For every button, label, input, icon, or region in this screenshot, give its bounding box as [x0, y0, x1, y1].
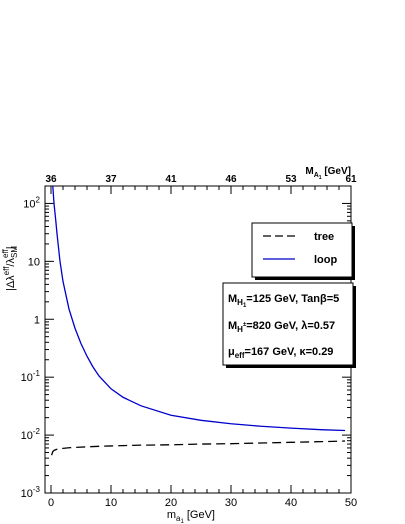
- top-tick-label: 61: [345, 174, 357, 185]
- x-tick-label: 20: [165, 497, 177, 509]
- parameter-box: MH1=125 GeV, Tanβ=5 MH±=820 GeV, λ=0.57 …: [222, 282, 356, 368]
- parameter-2-text: =820 GeV, λ=0.57: [246, 320, 335, 332]
- series-tree-line: [50, 440, 346, 456]
- x-tick-label: 40: [285, 497, 297, 509]
- x-axis-title-main: m: [167, 509, 176, 521]
- y-axis-title-lead: |Δλ: [5, 275, 17, 291]
- legend-loop-label: loop: [314, 254, 337, 266]
- parameter-line-1: MH1=125 GeV, Tanβ=5: [228, 293, 339, 309]
- y-tick-label-base: 10: [21, 488, 33, 500]
- top-axis-title: MA1 [GeV]: [305, 166, 351, 181]
- series-loop-line: [52, 186, 346, 432]
- top-tick-label: 36: [45, 174, 57, 185]
- parameter-line-3: μeff=167 GeV, κ=0.29: [228, 346, 333, 360]
- y-tick-label: 10-1: [21, 369, 41, 384]
- y-tick-label: 10-3: [21, 485, 41, 500]
- parameter-2-symbol: M: [228, 320, 237, 332]
- top-tick-label: 37: [105, 174, 117, 185]
- top-tick-label: 41: [165, 174, 177, 185]
- top-tick-label: 53: [285, 174, 297, 185]
- parameter-2-subsub: ±: [243, 322, 247, 328]
- y-tick-label-base: 10: [21, 372, 33, 384]
- y-tick-label-exp: -3: [33, 485, 41, 494]
- parameter-3-sub: eff: [235, 351, 245, 360]
- legend-box: [251, 222, 353, 278]
- parameter-2-sub: H: [237, 325, 243, 334]
- parameter-3-text: =167 GeV, κ=0.29: [245, 346, 334, 358]
- y-axis-title-sup2: eff: [1, 248, 10, 258]
- y-tick-label: 1: [34, 314, 40, 326]
- y-tick-label: 10-2: [21, 427, 41, 442]
- x-axis-title-subsub: 1: [180, 519, 184, 524]
- top-tick-label: 46: [225, 174, 237, 185]
- x-tick-label: 0: [48, 497, 54, 509]
- x-axis-title: ma1 [GeV]: [167, 509, 215, 524]
- y-tick-label-exp: -1: [33, 369, 41, 378]
- parameter-1-subsub: 1: [243, 303, 247, 309]
- y-tick-label-exp: 2: [36, 195, 41, 204]
- parameter-1-symbol: M: [228, 293, 237, 305]
- y-tick-label: 10: [28, 256, 40, 268]
- top-axis-title-sub: A: [314, 172, 319, 179]
- top-axis-title-main: M: [305, 166, 313, 177]
- x-axis-title-sub: a: [176, 514, 181, 523]
- y-tick-label-exp: -2: [33, 427, 41, 436]
- top-axis-title-unit: [GeV]: [322, 166, 351, 177]
- y-axis-title-sup1: eff: [2, 266, 11, 276]
- y-axis-title-mid: /λ: [5, 258, 17, 267]
- y-tick-label-base: 10: [23, 198, 35, 210]
- top-axis-ticks: 36 37 41 46 53 61: [45, 174, 357, 194]
- parameter-line-2: MH±=820 GeV, λ=0.57: [228, 320, 335, 334]
- top-axis-title-subsub: 1: [319, 175, 322, 181]
- x-axis-title-unit: [GeV]: [184, 509, 215, 521]
- y-axis-title: |Δλeff/λSMeff|: [1, 246, 19, 291]
- parameter-1-sub: H: [237, 298, 243, 307]
- x-axis-ticks: 0 10 20 30 40 50: [48, 485, 357, 509]
- parameter-box-frame: [222, 282, 354, 366]
- legend-tree-label: tree: [314, 231, 334, 243]
- parameter-1-text: =125 GeV, Tanβ=5: [246, 293, 339, 305]
- y-tick-label: 102: [23, 195, 40, 210]
- y-axis-title-tail: |: [5, 246, 17, 249]
- x-tick-label: 10: [105, 497, 117, 509]
- parameter-3-symbol: μ: [228, 346, 235, 358]
- y-tick-label-base: 10: [21, 430, 33, 442]
- legend: tree loop: [251, 222, 355, 280]
- y-axis-title-sub: SM: [10, 246, 19, 258]
- x-tick-label: 50: [345, 497, 357, 509]
- x-tick-label: 30: [225, 497, 237, 509]
- series-layer: [50, 186, 346, 456]
